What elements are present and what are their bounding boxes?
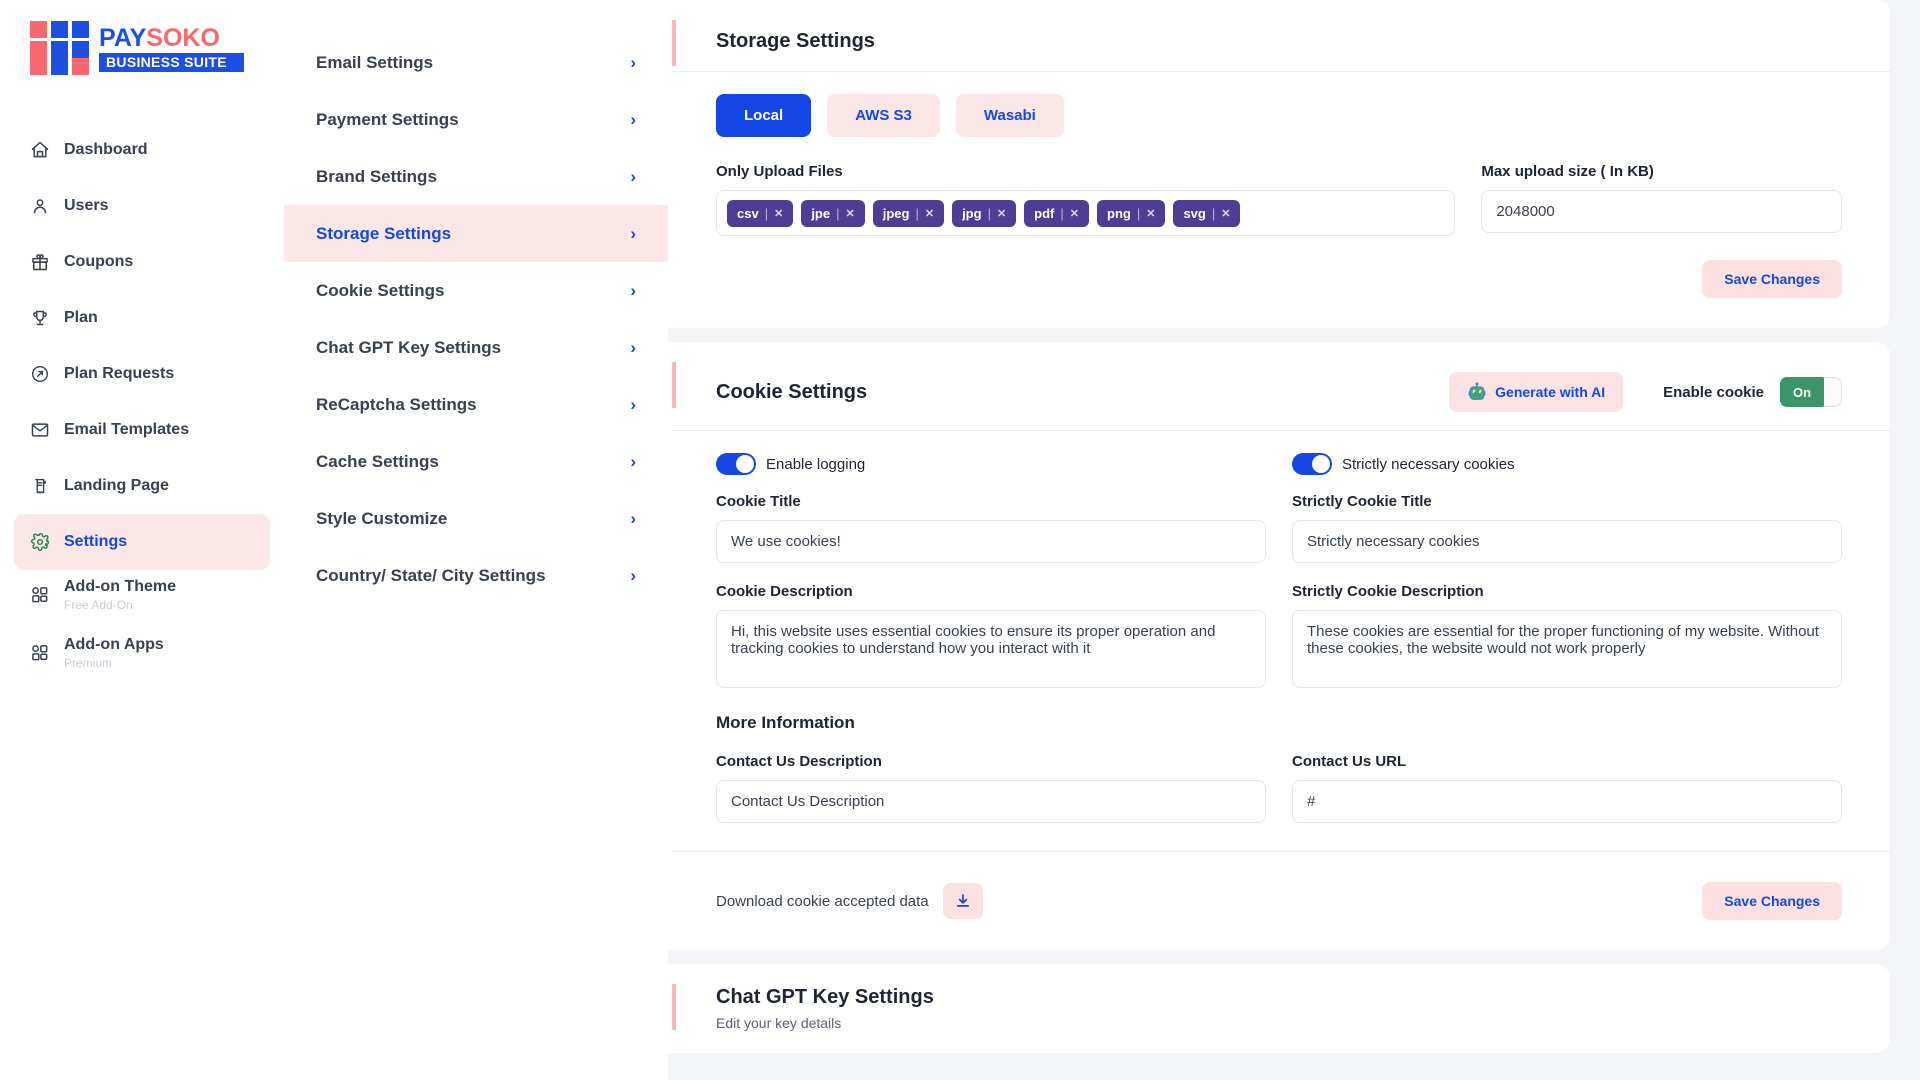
svg-text:PAYSOKO: PAYSOKO [99,24,220,52]
svg-text:BUSINESS SUITE: BUSINESS SUITE [106,54,227,70]
